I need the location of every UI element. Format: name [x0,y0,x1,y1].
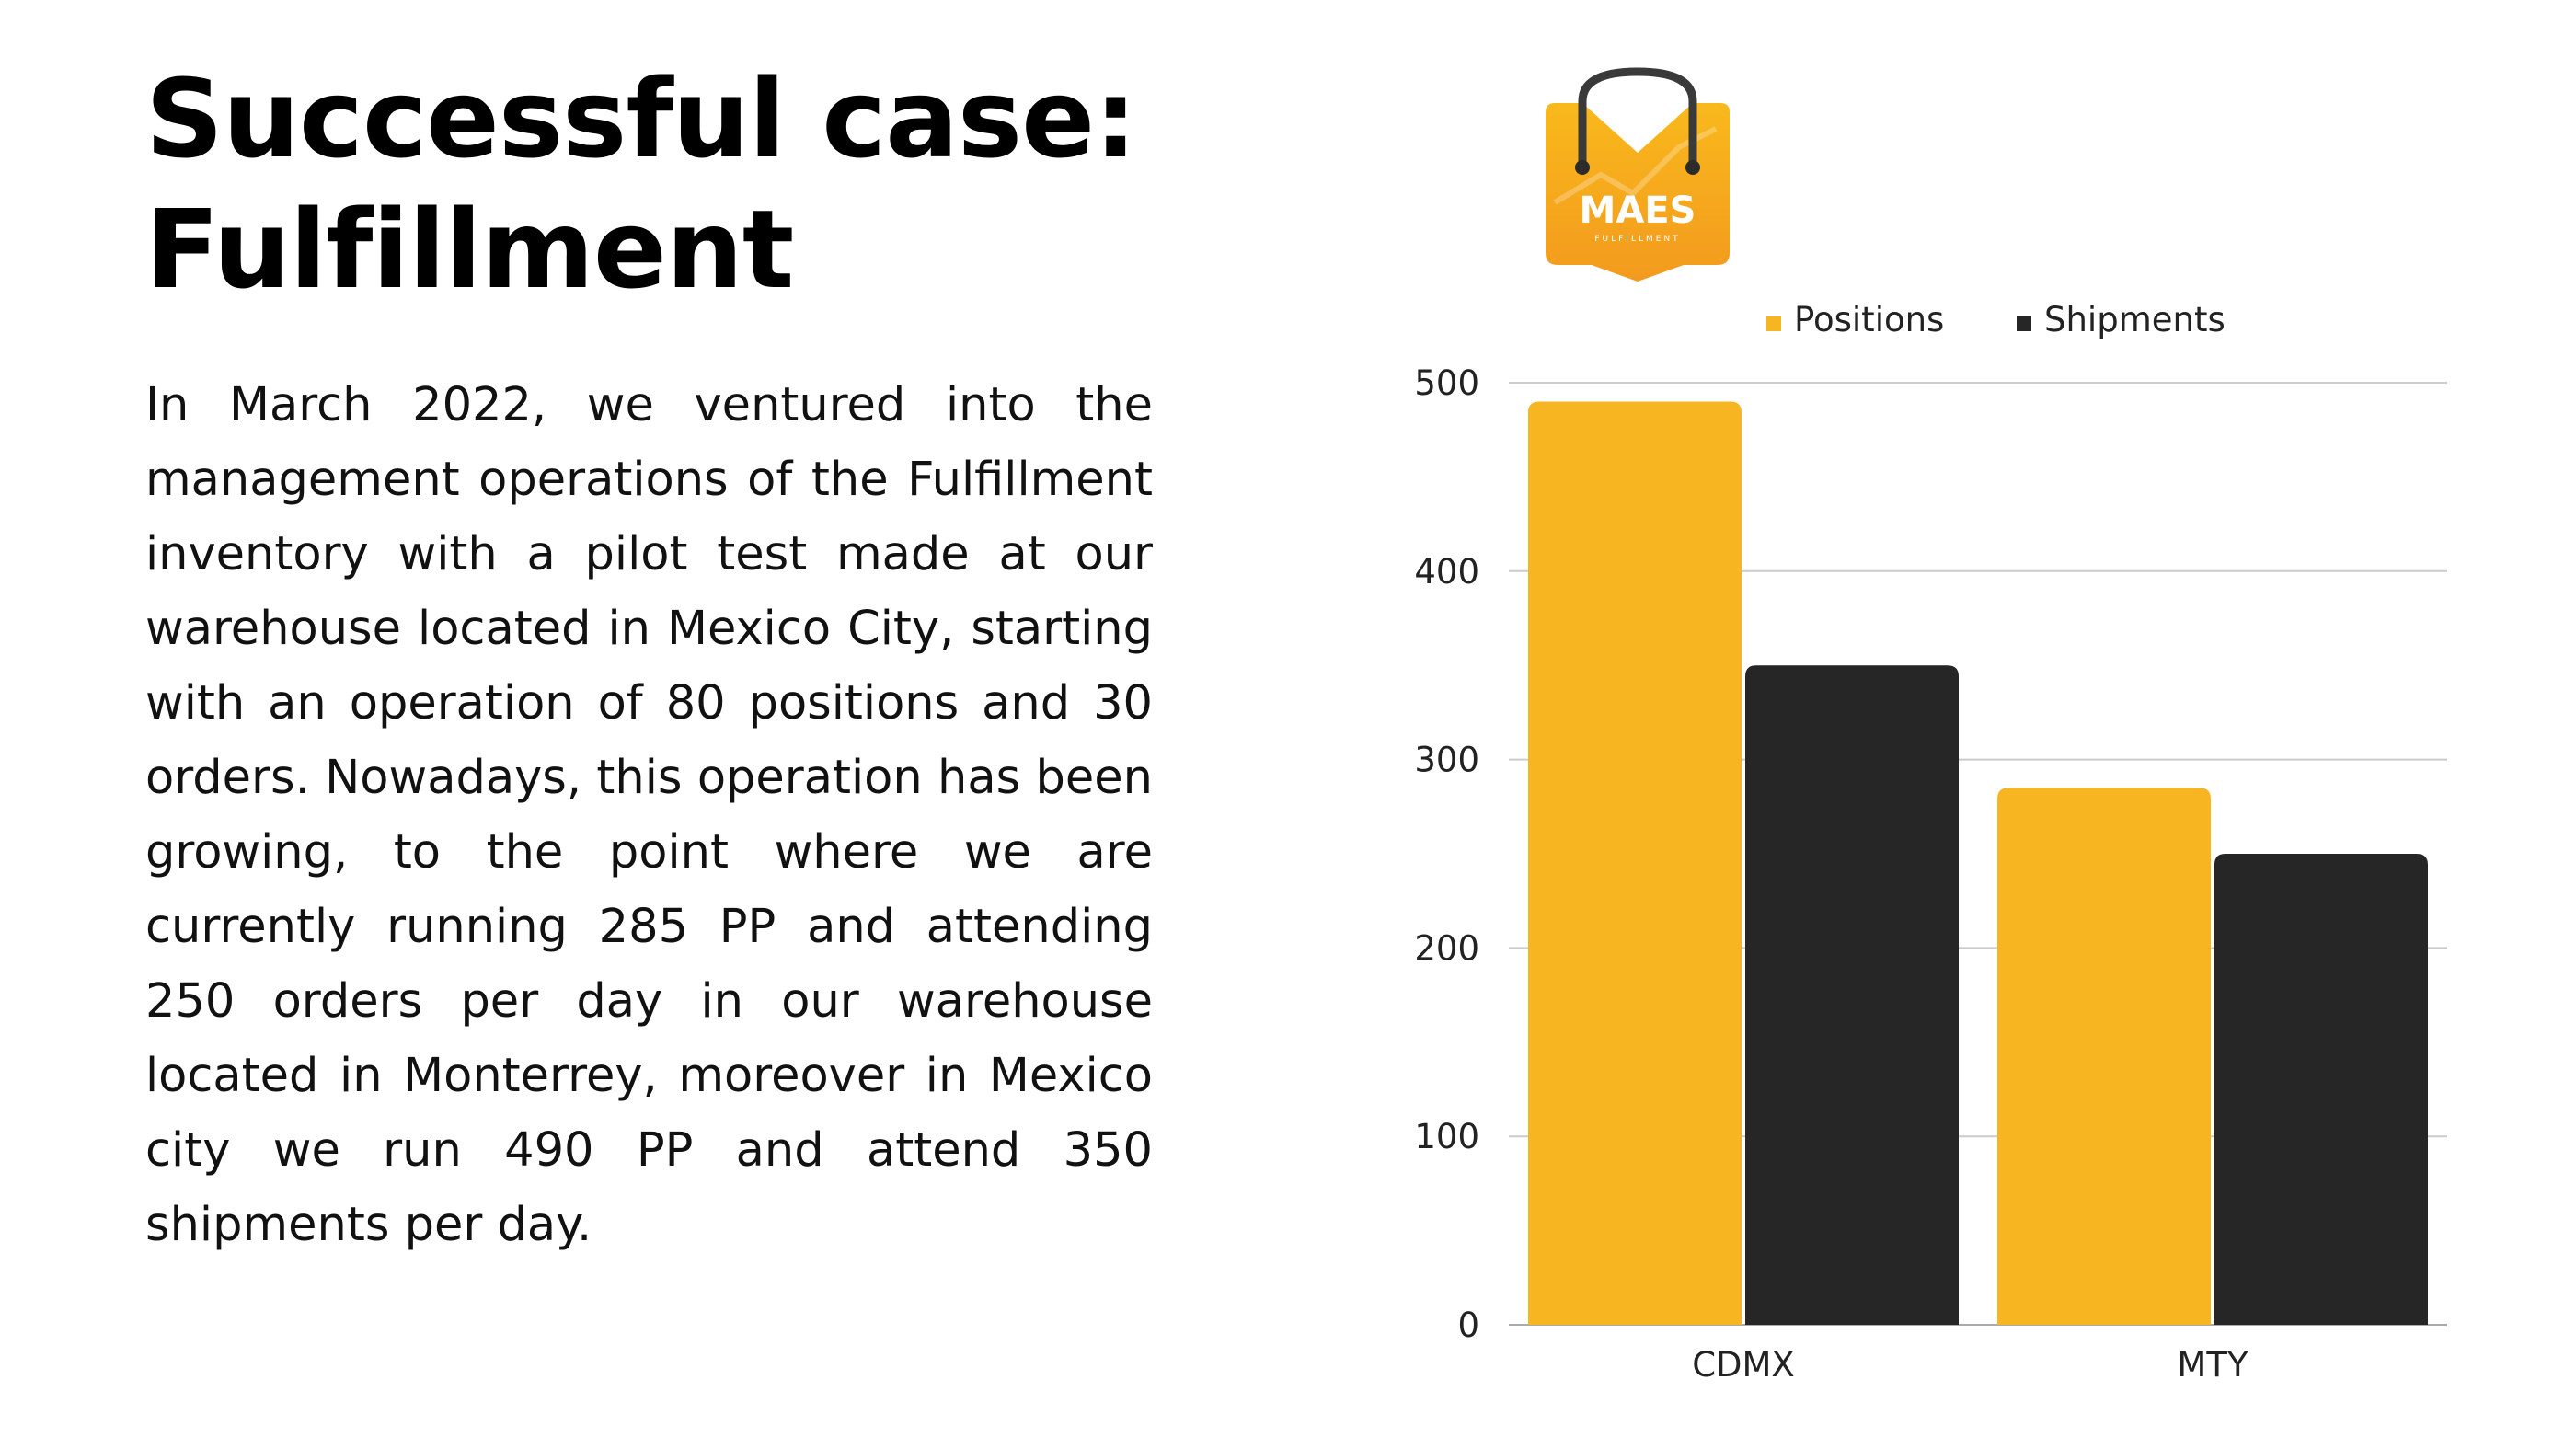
bar-positions-mty [1997,788,2211,1325]
shopping-bag-icon [1546,67,1730,282]
logo-subtitle: FULFILLMENT [1594,235,1680,244]
legend-label-positions: Positions [1794,300,1944,339]
x-tick-label: MTY [2177,1345,2248,1385]
legend-swatch-positions [1766,316,1781,331]
y-tick-label: 500 [1414,363,1479,403]
y-tick-label: 0 [1457,1305,1479,1345]
y-tick-label: 300 [1414,741,1479,780]
logo-name: MAES [1580,190,1696,232]
y-tick-label: 100 [1414,1117,1479,1156]
slide-title: Successful case: Fulfillment [145,53,1341,315]
legend-swatch-shipments [2017,316,2031,331]
maes-logo: MAES FULFILLMENT [1546,67,1730,282]
bar-positions-cdmx [1528,401,1742,1326]
legend-label-shipments: Shipments [2044,300,2225,339]
slide-title-line-2: Fulfillment [145,186,794,313]
y-tick-label: 400 [1414,552,1479,592]
x-tick-label: CDMX [1692,1345,1795,1385]
bar-chart: 0 100 200 300 400 500 CDMX MTY Positions Shipment… [1414,300,2447,1385]
slide-body-text: In March 2022, we ventured into the mana… [145,378,1153,1252]
slide-title-line-1: Successful case: [145,55,1137,182]
y-tick-label: 200 [1414,928,1479,968]
bar-shipments-mty [2214,854,2428,1325]
bar-shipments-cdmx [1745,665,1959,1325]
